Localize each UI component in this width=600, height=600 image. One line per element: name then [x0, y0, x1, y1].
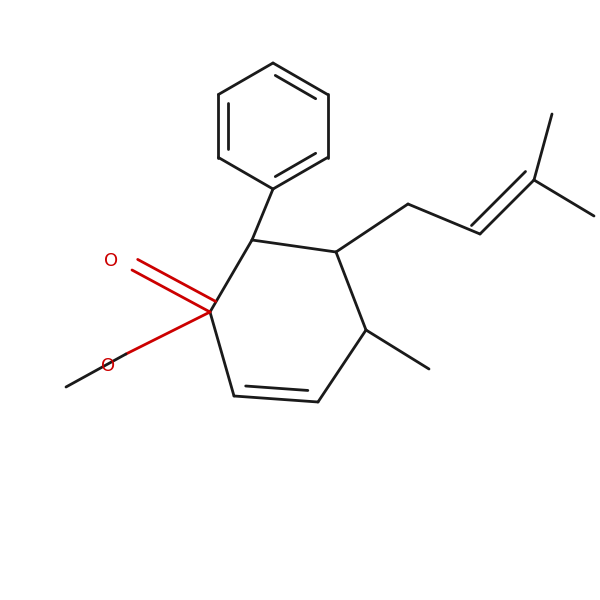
- Text: O: O: [101, 357, 115, 375]
- Text: O: O: [104, 252, 118, 270]
